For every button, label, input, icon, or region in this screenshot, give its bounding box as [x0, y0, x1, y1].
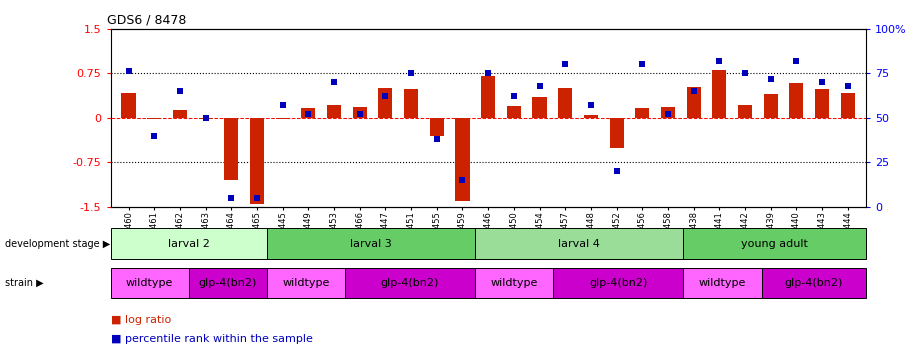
Text: glp-4(bn2): glp-4(bn2) — [380, 278, 439, 288]
Point — [558, 61, 573, 67]
Bar — [762, 268, 866, 298]
Bar — [224, 118, 239, 180]
Point — [635, 61, 649, 67]
Point — [378, 94, 392, 99]
Point — [327, 79, 342, 85]
Point — [122, 69, 136, 74]
Text: larval 2: larval 2 — [168, 238, 210, 249]
Point — [198, 115, 213, 121]
Bar — [712, 70, 727, 118]
Point — [686, 88, 701, 94]
Point — [403, 70, 418, 76]
Bar — [147, 118, 161, 119]
Bar — [686, 87, 701, 118]
Bar — [250, 118, 264, 204]
Text: GDS6 / 8478: GDS6 / 8478 — [107, 13, 186, 26]
Bar — [738, 105, 752, 118]
Point — [738, 70, 752, 76]
Bar — [683, 228, 866, 259]
Point — [455, 177, 470, 183]
Point — [609, 169, 624, 174]
Bar — [430, 118, 444, 136]
Bar — [267, 268, 344, 298]
Text: strain ▶: strain ▶ — [5, 278, 43, 288]
Point — [301, 111, 316, 117]
Bar — [301, 108, 315, 118]
Bar — [841, 93, 855, 118]
Bar — [610, 118, 624, 147]
Bar — [189, 268, 267, 298]
Bar — [111, 268, 189, 298]
Bar — [532, 97, 546, 118]
Bar — [327, 105, 341, 118]
Bar — [344, 268, 475, 298]
Bar — [111, 228, 267, 259]
Text: development stage ▶: development stage ▶ — [5, 238, 110, 249]
Text: young adult: young adult — [741, 238, 808, 249]
Text: wildtype: wildtype — [126, 278, 173, 288]
Bar — [122, 93, 135, 118]
Bar — [661, 107, 675, 118]
Point — [429, 136, 444, 142]
Bar — [683, 268, 762, 298]
Text: ■ percentile rank within the sample: ■ percentile rank within the sample — [111, 334, 312, 344]
Bar — [173, 110, 187, 118]
Text: wildtype: wildtype — [282, 278, 330, 288]
Bar — [275, 118, 290, 119]
Bar — [507, 106, 521, 118]
Point — [250, 195, 264, 201]
Point — [660, 111, 675, 117]
Point — [172, 88, 187, 94]
Point — [275, 102, 290, 108]
Bar — [764, 94, 777, 118]
Text: glp-4(bn2): glp-4(bn2) — [589, 278, 647, 288]
Point — [146, 133, 161, 139]
Bar — [199, 118, 213, 119]
Point — [789, 58, 804, 64]
Point — [840, 83, 855, 89]
Bar — [455, 118, 470, 201]
Bar — [475, 268, 554, 298]
Point — [224, 195, 239, 201]
Bar — [475, 228, 683, 259]
Point — [507, 94, 521, 99]
Bar — [635, 108, 649, 118]
Bar — [404, 89, 418, 118]
Bar — [815, 89, 829, 118]
Point — [353, 111, 367, 117]
Point — [532, 83, 547, 89]
Bar — [558, 88, 572, 118]
Point — [584, 102, 599, 108]
Point — [712, 58, 727, 64]
Point — [481, 70, 495, 76]
Point — [815, 79, 830, 85]
Bar — [267, 228, 475, 259]
Point — [764, 76, 778, 81]
Text: glp-4(bn2): glp-4(bn2) — [199, 278, 257, 288]
Text: wildtype: wildtype — [491, 278, 538, 288]
Bar — [379, 88, 392, 118]
Bar — [353, 107, 367, 118]
Text: glp-4(bn2): glp-4(bn2) — [785, 278, 843, 288]
Bar — [554, 268, 683, 298]
Text: larval 4: larval 4 — [558, 238, 600, 249]
Bar — [789, 83, 803, 118]
Text: ■ log ratio: ■ log ratio — [111, 315, 170, 325]
Bar — [481, 76, 495, 118]
Text: wildtype: wildtype — [699, 278, 746, 288]
Bar — [584, 115, 598, 118]
Text: larval 3: larval 3 — [350, 238, 391, 249]
